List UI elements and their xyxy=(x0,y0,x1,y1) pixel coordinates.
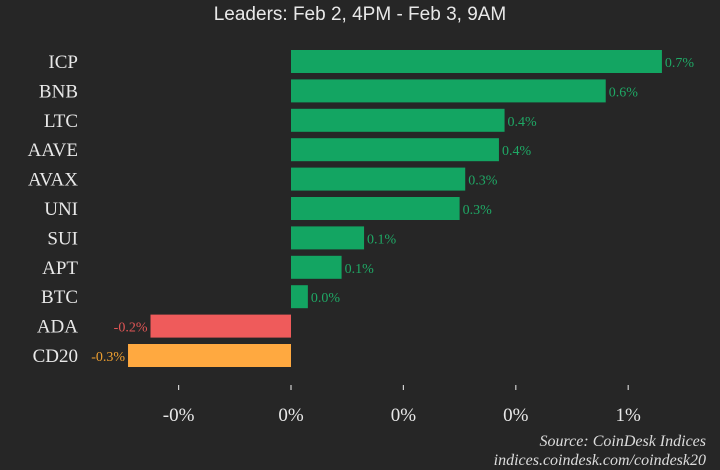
chart-title: Leaders: Feb 2, 4PM - Feb 3, 9AM xyxy=(213,4,507,25)
data-label: 0.7% xyxy=(665,56,695,71)
bar-aave xyxy=(291,138,499,162)
category-label: ADA xyxy=(37,317,78,338)
bar-ltc xyxy=(291,108,505,132)
data-label: 0.6% xyxy=(609,85,639,100)
category-label: BTC xyxy=(41,287,78,308)
category-label: ICP xyxy=(48,52,78,73)
bar-btc xyxy=(291,285,308,309)
data-label: 0.3% xyxy=(463,203,493,218)
bar-ada xyxy=(150,314,291,338)
data-label: 0.1% xyxy=(367,232,397,247)
category-label: AAVE xyxy=(28,140,78,161)
category-label: LTC xyxy=(44,111,78,132)
x-tick-label: 0% xyxy=(503,405,529,426)
data-label: 0.3% xyxy=(468,174,498,189)
x-tick-label: 1% xyxy=(616,405,642,426)
category-label: BNB xyxy=(39,81,78,102)
bar-bnb xyxy=(291,79,606,103)
category-label: AVAX xyxy=(28,170,78,191)
category-label: SUI xyxy=(47,228,78,249)
x-tick-label: -0% xyxy=(163,405,195,426)
x-tick-label: 0% xyxy=(391,405,417,426)
bar-cd20 xyxy=(128,344,291,367)
category-label: APT xyxy=(42,258,78,279)
source-url: indices.coindesk.com/coindesk20 xyxy=(493,452,706,469)
bar-avax xyxy=(291,167,466,191)
data-label: 0.4% xyxy=(502,144,532,159)
data-label: -0.3% xyxy=(91,350,125,365)
bar-uni xyxy=(291,197,460,220)
x-tick-label: 0% xyxy=(278,405,304,426)
data-label: 0.0% xyxy=(311,291,341,306)
data-label: 0.1% xyxy=(345,262,375,277)
bar-apt xyxy=(291,255,342,279)
category-label: UNI xyxy=(44,199,78,220)
bar-sui xyxy=(291,226,365,250)
data-label: -0.2% xyxy=(114,321,148,336)
data-label: 0.4% xyxy=(508,115,538,130)
source-note: Source: CoinDesk Indices xyxy=(539,433,706,450)
bar-icp xyxy=(291,50,662,73)
category-label: CD20 xyxy=(33,346,78,367)
